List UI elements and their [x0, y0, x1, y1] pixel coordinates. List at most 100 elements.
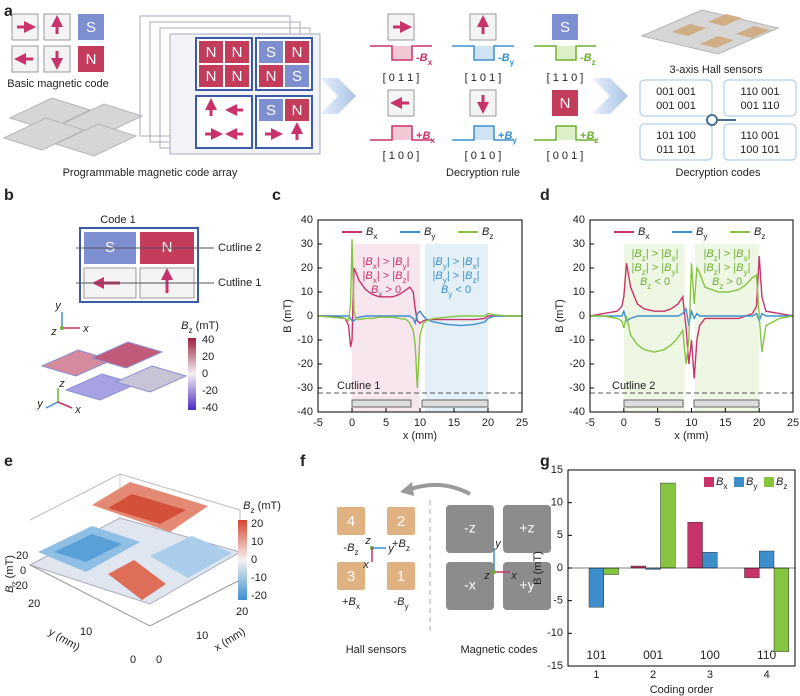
axis-tick: 10 — [196, 630, 208, 642]
legend-label: By — [696, 226, 708, 241]
magnet-tile — [114, 365, 188, 393]
y-tick-label: -10 — [297, 334, 313, 346]
plot-frame — [567, 469, 796, 667]
y-tick-label: 5 — [557, 529, 563, 541]
s-cell — [552, 14, 578, 40]
bar — [603, 567, 619, 575]
legend-label: Bz — [776, 476, 787, 491]
pole-letter: S — [86, 19, 96, 36]
waveform — [452, 45, 514, 61]
panel-b: Code 1 S N Cutline 2 Cutline 1 y z x z y… — [36, 214, 261, 416]
y-axis-label: B (mT) — [554, 299, 566, 333]
axis-arrow — [45, 401, 59, 409]
axis-arrow — [57, 401, 73, 409]
rule-label: +By — [498, 130, 517, 145]
n-cell — [225, 65, 249, 87]
axis-dot — [60, 326, 64, 330]
x-axis-label: Coding order — [650, 684, 714, 696]
y-tick-label: -15 — [547, 660, 563, 672]
pole-letter: N — [266, 68, 277, 85]
legend-label: Bx — [638, 226, 650, 241]
s-cell — [259, 41, 283, 63]
code-line: 100 101 — [740, 144, 780, 156]
axis-dot — [492, 570, 496, 574]
code-line: 110 001 — [741, 86, 780, 98]
code-box — [639, 123, 713, 161]
colorbar — [188, 338, 196, 410]
s-cell — [259, 99, 283, 121]
legend-swatch — [734, 477, 744, 487]
pole-letter: N — [232, 68, 243, 85]
y-tick-label: 15 — [551, 464, 563, 476]
legend-label: By — [746, 476, 758, 491]
pole-letter: N — [292, 44, 303, 61]
pole-letter: N — [292, 102, 303, 119]
panel-labels: a b c d e f g — [4, 3, 550, 470]
y-tick-label: -10 — [547, 627, 563, 639]
caption: Decryption codes — [676, 167, 761, 179]
hall-sensor — [337, 507, 365, 535]
code-face: -x — [464, 577, 476, 593]
axis-tick: 20 — [28, 598, 40, 610]
code-face: -z — [464, 520, 476, 536]
sensor-block — [623, 399, 684, 408]
caption: Magnetic codes — [460, 644, 538, 656]
colorbar-tick: 0 — [202, 368, 208, 380]
axis-tick: 10 — [80, 626, 92, 638]
colorbar-tick: 20 — [251, 518, 263, 530]
code-title: Code 1 — [100, 214, 135, 226]
axis-tick: 0 — [20, 565, 26, 577]
x-tick-label: 25 — [516, 417, 528, 429]
n-cell — [199, 65, 223, 87]
legend-label: Bz — [482, 226, 493, 241]
panel-e: 20 0 -20 Bz (mT) 20 10 0 y (mm) 0 10 20 … — [4, 473, 281, 666]
n-cell — [199, 41, 223, 63]
colorbar-tick: -20 — [202, 385, 218, 397]
axis-tick: 20 — [16, 550, 28, 562]
n-cell — [78, 46, 104, 72]
y-tick-label: 0 — [557, 562, 563, 574]
colorbar-tick: 10 — [251, 536, 263, 548]
y-tick-label: 20 — [573, 262, 585, 274]
bar — [660, 482, 676, 569]
y-tick-label: 10 — [551, 497, 563, 509]
magnet-code — [446, 505, 494, 553]
x-tick-label: 10 — [414, 417, 426, 429]
code-line: 001 110 — [741, 100, 780, 112]
panel-label: c — [272, 187, 281, 204]
y-tick-label: 10 — [573, 286, 585, 298]
cutline-label: Cutline 1 — [218, 277, 261, 289]
axis-letter: x — [510, 570, 517, 582]
waveform — [534, 125, 596, 141]
series-line — [590, 306, 793, 326]
x-tick-label: 20 — [753, 417, 765, 429]
pole-letter: N — [162, 239, 173, 256]
rule-code: [ 0 1 1 ] — [383, 72, 420, 84]
sensor — [708, 14, 742, 26]
bar — [773, 567, 790, 652]
rule-code: [ 1 0 1 ] — [465, 72, 502, 84]
curved-arrow — [407, 482, 471, 496]
waveform — [534, 45, 596, 61]
axis-letter: y — [387, 543, 395, 555]
n-cell — [552, 90, 578, 116]
s-cell — [285, 65, 309, 87]
waveform — [370, 45, 432, 61]
y-tick-label: 30 — [573, 238, 585, 250]
colorbar-label: Bz (mT) — [181, 320, 219, 335]
region-shade — [352, 244, 420, 412]
y-tick-label: 40 — [301, 214, 313, 226]
base-edge — [29, 564, 241, 627]
sensor-block — [693, 399, 760, 408]
s-cell — [78, 14, 104, 40]
rule-label: -Bz — [580, 52, 596, 67]
pole-letter: N — [206, 68, 217, 85]
chart-d-annotations: |Bz| > |Bx| |Bz| > |By| Bz < 0 |Bz| > |B… — [590, 244, 793, 412]
pole-letter: S — [266, 102, 276, 119]
flow-arrow — [320, 78, 356, 114]
sensor — [700, 36, 734, 48]
y-tick-label: -30 — [569, 382, 585, 394]
region-shade — [425, 244, 488, 412]
code-line: 011 101 — [657, 144, 696, 156]
surface-dip — [150, 536, 232, 578]
